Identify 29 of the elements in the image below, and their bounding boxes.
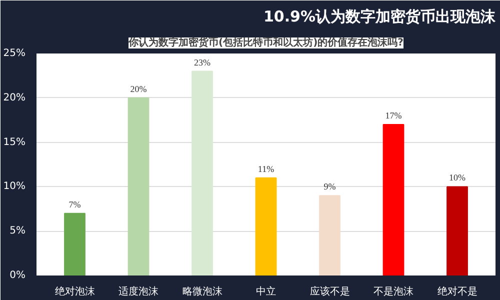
bar <box>192 70 213 276</box>
bar <box>382 124 404 276</box>
x-tick-label: 绝对泡沫 <box>54 286 95 298</box>
data-label: 11% <box>258 164 275 174</box>
data-label: 20% <box>130 84 148 94</box>
x-tick-label: 绝对不是 <box>437 286 478 298</box>
chart-title: 10.9%认为数字加密货币出现泡沫 <box>263 8 496 26</box>
bar <box>446 186 468 276</box>
data-label: 17% <box>385 110 402 121</box>
bar <box>319 195 340 276</box>
chart-subtitle: 你认为数字加密货币(包括比特币和以太坊)的价值存在泡沫吗? <box>128 36 404 48</box>
data-label: 9% <box>324 182 336 192</box>
x-tick-label: 应该不是 <box>310 286 350 298</box>
x-tick-label: 适度泡沫 <box>118 286 158 298</box>
x-tick-label: 略微泡沫 <box>182 286 222 298</box>
bar <box>255 177 277 276</box>
data-label: 7% <box>68 199 82 210</box>
y-tick-label: 15% <box>3 136 26 148</box>
x-tick-label: 不是泡沫 <box>374 286 414 298</box>
data-label: 23% <box>194 57 211 68</box>
y-tick-label: 0% <box>10 270 26 281</box>
y-tick-label: 25% <box>3 48 26 59</box>
y-tick-label: 20% <box>3 92 26 104</box>
data-label: 10% <box>449 172 466 183</box>
bar <box>64 212 86 276</box>
bar <box>128 97 150 276</box>
y-tick-label: 10% <box>3 181 26 192</box>
y-tick-label: 5% <box>10 226 26 237</box>
x-tick-label: 中立 <box>256 286 276 298</box>
